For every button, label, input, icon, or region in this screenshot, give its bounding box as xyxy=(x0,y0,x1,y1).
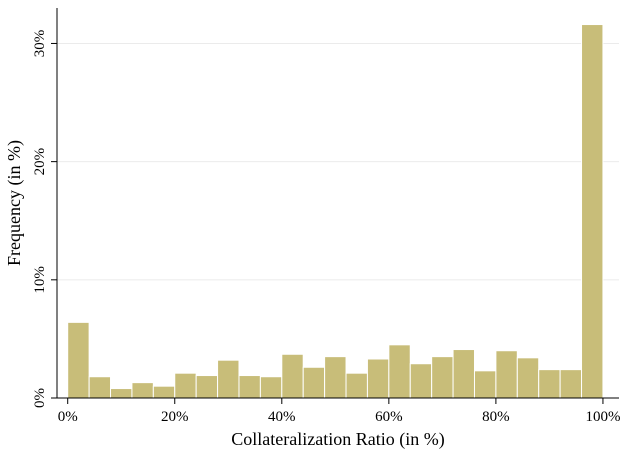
histogram-bar-7 xyxy=(217,359,240,399)
ticks: 0% 20% 40% 60% 80% 100% 0% 10% 20% 30% xyxy=(32,30,620,425)
y-tick-label-3: 30% xyxy=(32,30,48,58)
y-tick-label-0: 0% xyxy=(32,388,48,408)
x-tick-label-0: 0% xyxy=(58,409,78,425)
x-tick-label-5: 100% xyxy=(585,409,620,425)
histogram-bar-18 xyxy=(452,349,475,399)
histogram-bar-12 xyxy=(324,356,347,399)
histogram-bar-16 xyxy=(409,363,433,399)
histogram-bar-1 xyxy=(88,376,112,399)
x-tick-label-4: 80% xyxy=(482,409,510,425)
histogram-bar-17 xyxy=(431,356,454,399)
histogram-bar-22 xyxy=(538,369,561,399)
x-tick-label-3: 60% xyxy=(375,409,403,425)
histogram-bar-2 xyxy=(110,388,133,399)
x-tick-label-2: 40% xyxy=(268,409,296,425)
histogram-bar-9 xyxy=(259,376,283,399)
histogram-bar-10 xyxy=(281,353,304,399)
histogram-bar-13 xyxy=(345,372,368,399)
x-tick-label-1: 20% xyxy=(161,409,189,425)
y-tick-label-2: 20% xyxy=(32,148,48,176)
histogram-bar-0 xyxy=(67,321,90,399)
histogram-bar-11 xyxy=(302,366,326,399)
histogram-bar-24 xyxy=(581,24,604,399)
histogram-bar-15 xyxy=(388,344,411,399)
histogram-bar-4 xyxy=(152,385,176,399)
histogram-bars xyxy=(67,24,604,399)
axes xyxy=(56,8,619,399)
histogram-bar-6 xyxy=(195,375,219,399)
histogram-bar-14 xyxy=(366,358,390,399)
histogram-bar-19 xyxy=(473,370,497,399)
x-axis-title: Collateralization Ratio (in %) xyxy=(231,429,444,450)
histogram-bar-8 xyxy=(238,375,261,399)
histogram-bar-20 xyxy=(495,350,518,399)
y-tick-label-1: 10% xyxy=(32,266,48,294)
histogram-bar-3 xyxy=(131,382,154,399)
histogram-bar-21 xyxy=(516,357,540,399)
gridlines xyxy=(57,42,619,281)
histogram-bar-23 xyxy=(559,369,583,399)
y-axis-title: Frequency (in %) xyxy=(4,140,25,266)
histogram-bar-5 xyxy=(174,372,197,399)
